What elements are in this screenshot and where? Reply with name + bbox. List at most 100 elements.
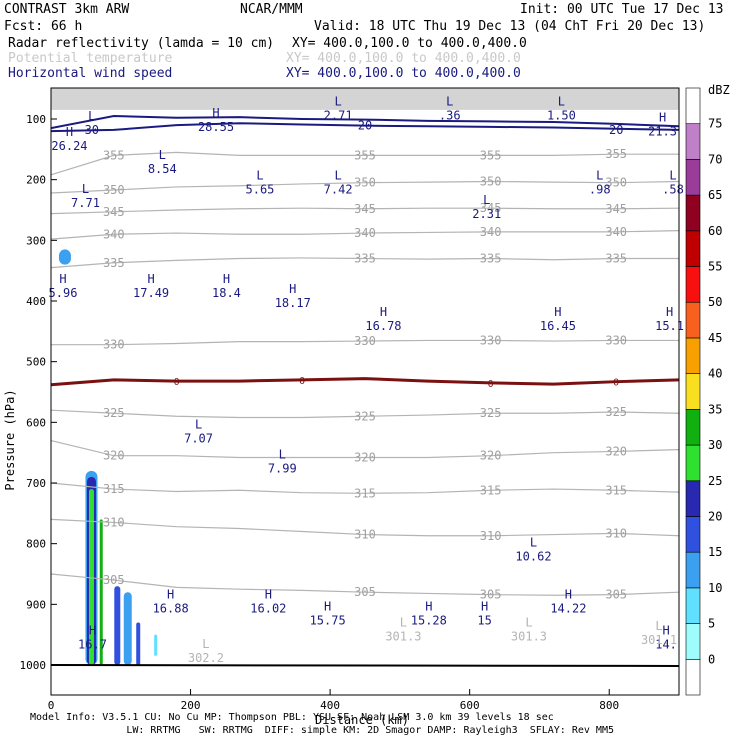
extreme-kind: L xyxy=(256,169,263,183)
theta-contour-label: 350 xyxy=(354,176,376,190)
colorbar-swatch xyxy=(685,480,701,517)
theta-contour-line xyxy=(50,180,680,194)
extreme-value: 16.7 xyxy=(78,638,107,652)
ground-line xyxy=(50,664,680,667)
theta-contour-label: 310 xyxy=(480,529,502,543)
extreme-value: 5.65 xyxy=(246,183,275,197)
extreme-value: 7.71 xyxy=(71,196,100,210)
extreme-value: 2.71 xyxy=(324,109,353,123)
reflectivity-cell xyxy=(58,249,71,265)
extreme-kind: H xyxy=(324,599,331,613)
extreme-kind: H xyxy=(666,305,673,319)
theta-contour-line xyxy=(50,257,679,269)
reflectivity-cell xyxy=(136,622,141,665)
extreme-kind: H xyxy=(481,599,488,613)
extreme-value: 2.31 xyxy=(472,207,501,221)
wind-extreme-label: H18.17 xyxy=(275,282,311,310)
zero-isotherm-label: 0 xyxy=(488,379,494,390)
colorbar-title: dBZ xyxy=(708,83,730,97)
extreme-value: 301.3 xyxy=(511,630,547,644)
theta-contour-label: 345 xyxy=(103,205,125,219)
extreme-value: 302.2 xyxy=(188,651,224,665)
extreme-value: 18.4 xyxy=(212,286,241,300)
colorbar-swatch xyxy=(685,159,701,196)
colorbar-swatch xyxy=(685,123,701,160)
extreme-value: 14. xyxy=(655,638,677,652)
x-tick-label: 800 xyxy=(599,699,619,712)
y-tick-label: 600 xyxy=(26,416,46,429)
colorbar-swatch xyxy=(685,301,701,339)
theta-contour-label: 350 xyxy=(480,174,502,188)
x-tick-label: 400 xyxy=(320,699,340,712)
extreme-kind: L xyxy=(334,95,341,109)
wind-extreme-label: H17.49 xyxy=(133,272,169,300)
colorbar-tick-label: 35 xyxy=(708,402,722,416)
extreme-value: 15.1 xyxy=(655,319,684,333)
theta-contour-label: 305 xyxy=(103,573,125,587)
theta-contour-label: 315 xyxy=(103,482,125,496)
theta-contour-line xyxy=(50,409,680,419)
wind-extreme-label: H16.78 xyxy=(365,305,401,333)
theta-contour-label: 340 xyxy=(103,227,125,241)
extreme-kind: L xyxy=(525,616,532,630)
field-label-wind: Horizontal wind speed xyxy=(8,66,172,81)
extreme-kind: L xyxy=(82,182,89,196)
y-tick-label: 500 xyxy=(26,356,46,369)
extreme-kind: H xyxy=(662,624,669,638)
extreme-value: .58 xyxy=(662,183,684,197)
theta-contour-label: 305 xyxy=(354,585,376,599)
extreme-value: 18.17 xyxy=(275,296,311,310)
y-tick-label: 400 xyxy=(26,295,46,308)
field-xy-reflectivity: XY= 400.0,100.0 to 400.0,400.0 xyxy=(292,36,527,51)
forecast-hour: Fcst: 66 h xyxy=(4,19,82,34)
model-title: CONTRAST 3km ARW xyxy=(4,2,129,17)
extreme-value: 16.88 xyxy=(153,601,189,615)
theta-contour-label: 315 xyxy=(605,483,627,497)
y-tick-label: 100 xyxy=(26,113,46,126)
extreme-kind: H xyxy=(66,125,73,139)
colorbar-swatch xyxy=(685,87,701,125)
wind-extreme-label: L7.71 xyxy=(71,182,100,210)
extreme-kind: H xyxy=(265,587,272,601)
theta-contour-label: 350 xyxy=(103,183,125,197)
wind-extreme-label: H18.4 xyxy=(212,272,241,300)
theta-contour-line xyxy=(50,482,680,494)
colorbar-tick-label: 75 xyxy=(708,117,722,131)
wind-extreme-label: L2.31 xyxy=(472,193,501,221)
wind-extreme-label: L2.71 xyxy=(324,95,353,123)
reflectivity-cell xyxy=(123,592,132,665)
extreme-value: 28.55 xyxy=(198,120,234,134)
wind-extreme-label: L5.65 xyxy=(246,169,275,197)
wind-extreme-label: L.58 xyxy=(662,169,684,197)
wind-contour-label: 20 xyxy=(609,123,623,137)
theta-contour-line xyxy=(50,207,680,215)
theta-contour-label: 325 xyxy=(354,409,376,423)
theta-contour-label: 335 xyxy=(103,256,125,270)
colorbar-tick-label: 50 xyxy=(708,295,722,309)
colorbar-tick-label: 30 xyxy=(708,438,722,452)
wind-extreme-label: L.98 xyxy=(589,169,611,197)
colorbar-swatch xyxy=(685,266,701,303)
extreme-kind: H xyxy=(89,624,96,638)
theta-contour-label: 335 xyxy=(354,252,376,266)
theta-contour-line xyxy=(50,439,680,459)
wind-extreme-label: H15.28 xyxy=(411,599,447,627)
extreme-kind: L xyxy=(159,148,166,162)
extreme-kind: H xyxy=(59,272,66,286)
reflectivity-cell xyxy=(88,489,94,665)
y-tick-label: 300 xyxy=(26,234,46,247)
y-tick-label: 200 xyxy=(26,174,46,187)
field-xy-theta: XY= 400.0,100.0 to 400.0,400.0 xyxy=(286,51,521,66)
plot-area: 355 355 355 355 350 350 350 350 345 345 345 345 340 3… xyxy=(49,88,684,667)
zero-isotherm-line xyxy=(50,377,680,387)
theta-contour-label: 350 xyxy=(605,176,627,190)
theta-contour-label: 315 xyxy=(354,486,376,500)
colorbar-swatch xyxy=(685,373,701,410)
theta-contour-line xyxy=(50,518,680,537)
footer-model-info: Model Info: V3.5.1 CU: No Cu MP: Thompso… xyxy=(30,712,554,723)
colorbar-swatch xyxy=(685,337,701,374)
colorbar-tick-label: 20 xyxy=(708,509,722,523)
